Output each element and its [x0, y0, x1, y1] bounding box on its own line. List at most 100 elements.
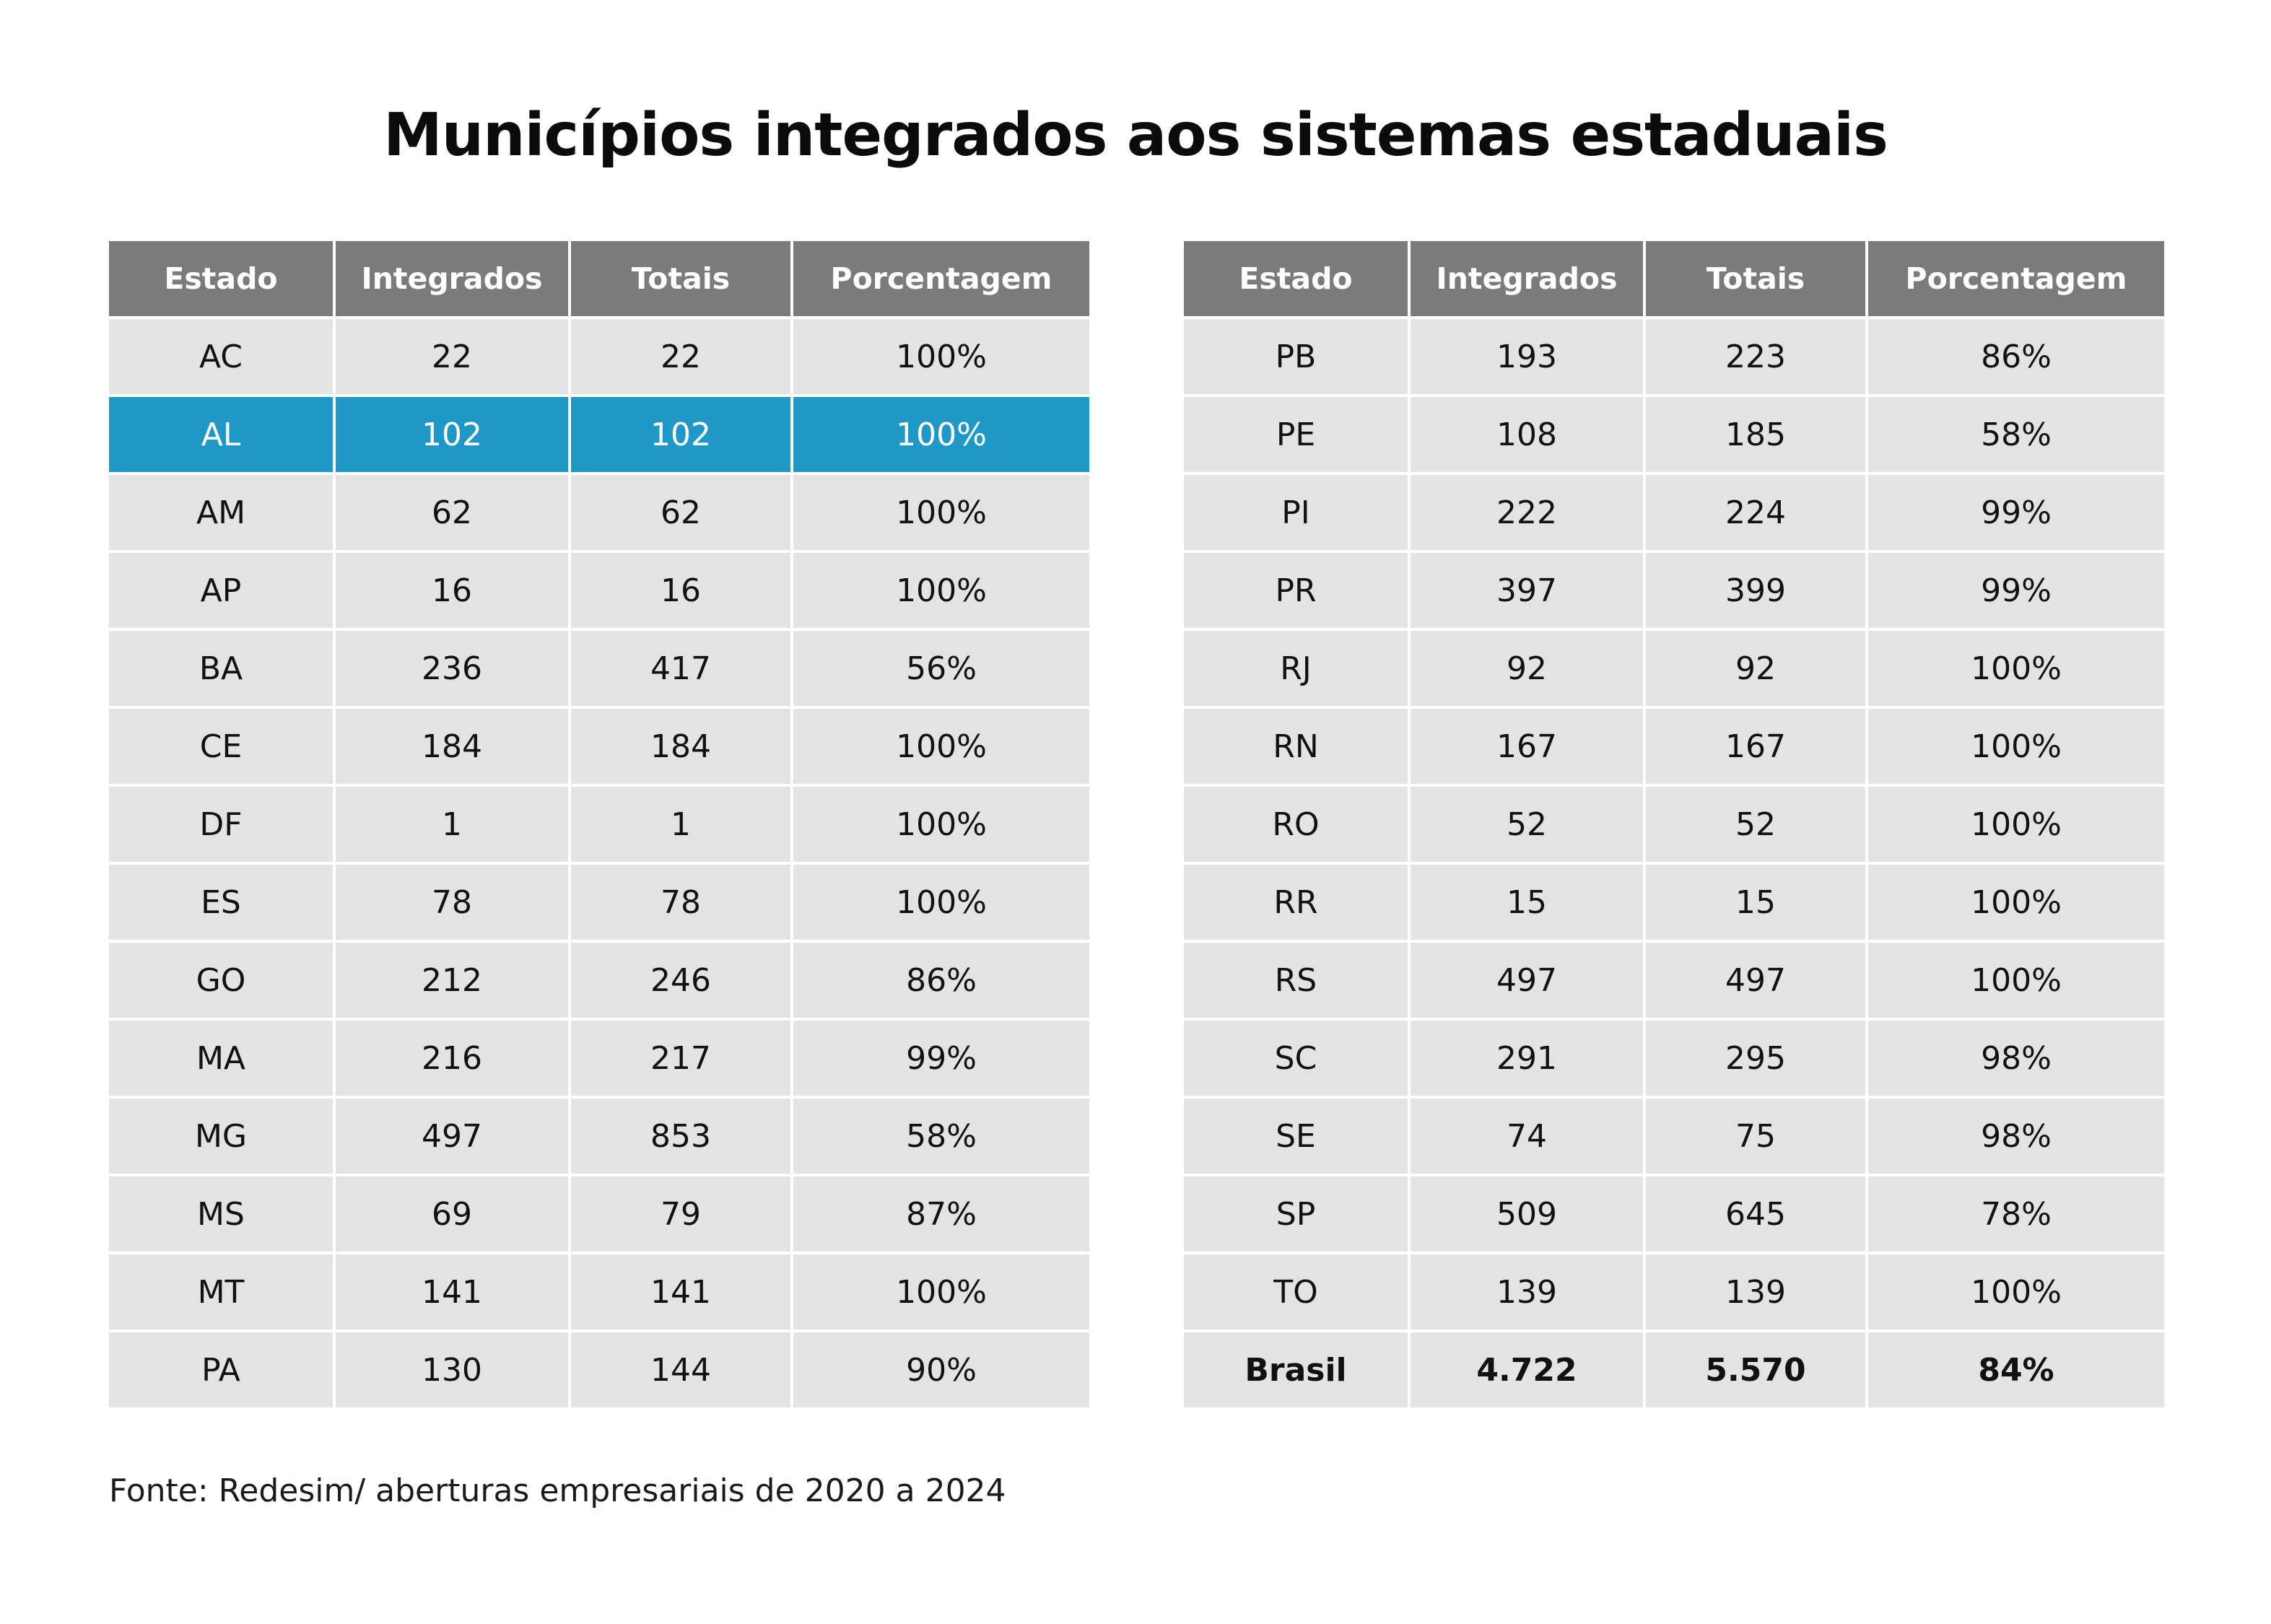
cell-percentage: 100%: [790, 316, 1089, 397]
cell-percentage: 100%: [790, 550, 1089, 631]
table-row: RR 15 15 100%: [1184, 862, 2164, 943]
cell-integrated: 22: [333, 316, 571, 397]
cell-percentage: 100%: [1865, 784, 2164, 865]
cell-percentage: 90%: [790, 1330, 1089, 1410]
table-row: DF 1 1 100%: [109, 784, 1089, 865]
cell-integrated: 193: [1408, 316, 1646, 397]
cell-total: 15: [1643, 862, 1868, 943]
cell-percentage: 58%: [790, 1096, 1089, 1176]
cell-state: AC: [109, 316, 336, 397]
cell-total: 62: [568, 472, 793, 553]
table-row: AP 16 16 100%: [109, 550, 1089, 631]
cell-total: 645: [1643, 1174, 1868, 1254]
cell-total: 497: [1643, 940, 1868, 1021]
table-body: AC 22 22 100% AL 102 102 100% AM 62 62 100% AP 16 16 10…: [109, 316, 1089, 1410]
table-row: PB 193 223 86%: [1184, 316, 2164, 397]
column-header-integrated: Integrados: [333, 241, 571, 319]
cell-percentage: 86%: [790, 940, 1089, 1021]
cell-state: MS: [109, 1174, 336, 1254]
cell-integrated: 102: [333, 394, 571, 475]
table-row: RS 497 497 100%: [1184, 940, 2164, 1021]
column-header-state: Estado: [109, 241, 336, 319]
cell-state: MG: [109, 1096, 336, 1176]
cell-percentage: 100%: [1865, 862, 2164, 943]
cell-integrated: 497: [1408, 940, 1646, 1021]
cell-integrated: 92: [1408, 628, 1646, 709]
cell-percentage: 100%: [1865, 628, 2164, 709]
header-row: Estado Integrados Totais Porcentagem: [109, 241, 1089, 319]
cell-state: ES: [109, 862, 336, 943]
cell-total: 295: [1643, 1018, 1868, 1099]
cell-total: 246: [568, 940, 793, 1021]
cell-percentage: 78%: [1865, 1174, 2164, 1254]
cell-state: RO: [1184, 784, 1411, 865]
table-row: MA 216 217 99%: [109, 1018, 1089, 1099]
cell-total: 417: [568, 628, 793, 709]
cell-percentage: 98%: [1865, 1018, 2164, 1099]
total-row: Brasil 4.722 5.570 84%: [1184, 1330, 2164, 1410]
cell-total: 79: [568, 1174, 793, 1254]
cell-total: 853: [568, 1096, 793, 1176]
cell-total: 144: [568, 1330, 793, 1410]
cell-integrated: 16: [333, 550, 571, 631]
table-row: AC 22 22 100%: [109, 316, 1089, 397]
table-row: SP 509 645 78%: [1184, 1174, 2164, 1254]
cell-integrated: 130: [333, 1330, 571, 1410]
cell-percentage: 100%: [1865, 1252, 2164, 1332]
column-header-total: Totais: [1643, 241, 1868, 319]
column-header-integrated: Integrados: [1408, 241, 1646, 319]
cell-integrated: 141: [333, 1252, 571, 1332]
cell-state: AM: [109, 472, 336, 553]
cell-state: DF: [109, 784, 336, 865]
cell-state: PE: [1184, 394, 1411, 475]
cell-state: CE: [109, 706, 336, 787]
cell-percentage: 86%: [1865, 316, 2164, 397]
cell-integrated: 222: [1408, 472, 1646, 553]
cell-state: Brasil: [1184, 1330, 1411, 1410]
cell-integrated: 78: [333, 862, 571, 943]
cell-percentage: 87%: [790, 1174, 1089, 1254]
table-row: SE 74 75 98%: [1184, 1096, 2164, 1176]
cell-state: TO: [1184, 1252, 1411, 1332]
cell-state: MT: [109, 1252, 336, 1332]
cell-total: 1: [568, 784, 793, 865]
cell-total: 184: [568, 706, 793, 787]
cell-state: PB: [1184, 316, 1411, 397]
cell-total: 217: [568, 1018, 793, 1099]
cell-total: 399: [1643, 550, 1868, 631]
table-row: PA 130 144 90%: [109, 1330, 1089, 1410]
cell-total: 139: [1643, 1252, 1868, 1332]
cell-percentage: 100%: [790, 1252, 1089, 1332]
cell-integrated: 108: [1408, 394, 1646, 475]
cell-state: PI: [1184, 472, 1411, 553]
table-row: TO 139 139 100%: [1184, 1252, 2164, 1332]
header-row: Estado Integrados Totais Porcentagem: [1184, 241, 2164, 319]
cell-state: BA: [109, 628, 336, 709]
cell-total: 52: [1643, 784, 1868, 865]
cell-percentage: 99%: [790, 1018, 1089, 1099]
cell-percentage: 58%: [1865, 394, 2164, 475]
cell-state: PA: [109, 1330, 336, 1410]
table-row: ES 78 78 100%: [109, 862, 1089, 943]
table-row: MT 141 141 100%: [109, 1252, 1089, 1332]
cell-state: SE: [1184, 1096, 1411, 1176]
cell-total: 167: [1643, 706, 1868, 787]
table-row: RO 52 52 100%: [1184, 784, 2164, 865]
cell-integrated: 212: [333, 940, 571, 1021]
cell-state: GO: [109, 940, 336, 1021]
cell-integrated: 4.722: [1408, 1330, 1646, 1410]
cell-percentage: 56%: [790, 628, 1089, 709]
cell-total: 78: [568, 862, 793, 943]
table-row: GO 212 246 86%: [109, 940, 1089, 1021]
cell-state: RR: [1184, 862, 1411, 943]
cell-total: 16: [568, 550, 793, 631]
table-body: PB 193 223 86% PE 108 185 58% PI 222 224 99% PR 397 39…: [1184, 316, 2164, 1410]
cell-integrated: 216: [333, 1018, 571, 1099]
cell-integrated: 15: [1408, 862, 1646, 943]
table-row: PI 222 224 99%: [1184, 472, 2164, 553]
cell-integrated: 184: [333, 706, 571, 787]
cell-total: 102: [568, 394, 793, 475]
table-row: PR 397 399 99%: [1184, 550, 2164, 631]
cell-total: 75: [1643, 1096, 1868, 1176]
table-row: AL 102 102 100%: [109, 394, 1089, 475]
